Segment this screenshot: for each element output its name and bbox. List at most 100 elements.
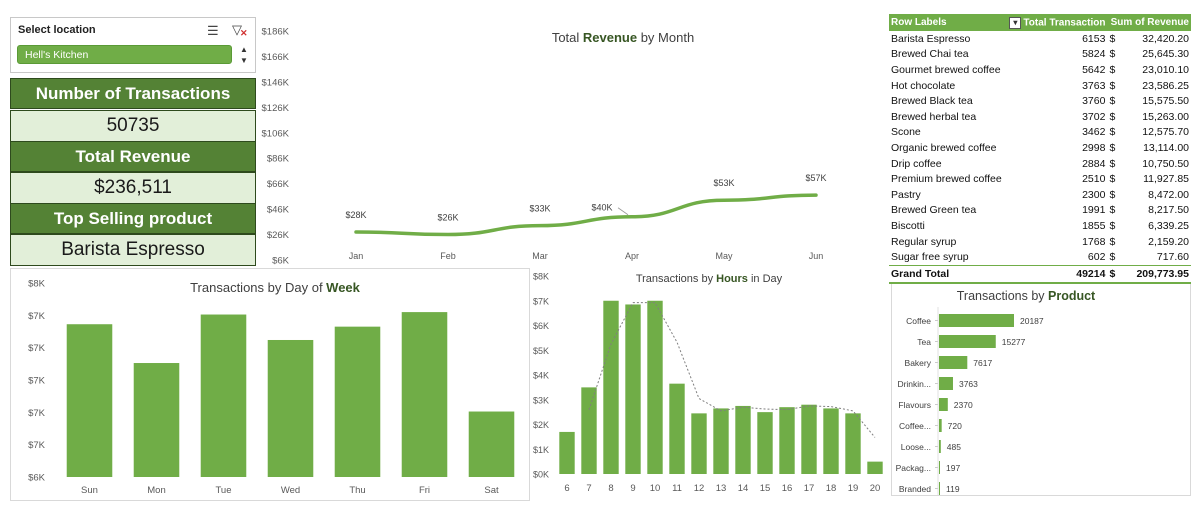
product-bar [939, 440, 941, 453]
x-tick-label: Mon [147, 485, 165, 496]
pivot-row[interactable]: Brewed Chai tea 5824 $25,645.30 [889, 47, 1191, 63]
y-tick-label: $6K [28, 473, 46, 484]
hour-bar [647, 300, 663, 474]
pivot-row-revenue: 8,217.50 [1148, 204, 1189, 217]
pivot-row-currency: $ [1109, 110, 1116, 123]
product-bar [939, 356, 968, 369]
pivot-row-transactions: 5824 [1082, 48, 1106, 61]
x-tick-label: Sun [81, 485, 98, 496]
pivot-row-transactions: 602 [1087, 251, 1106, 264]
x-tick-label: 20 [870, 483, 881, 494]
pivot-row-transactions: 3760 [1082, 95, 1106, 108]
pivot-row-currency: $ [1109, 126, 1116, 139]
x-tick-label: 13 [716, 483, 727, 494]
slicer-item-hells-kitchen[interactable]: Hell's Kitchen [17, 45, 232, 64]
x-tick-label: Jan [349, 251, 364, 261]
hour-bar [801, 404, 817, 474]
y-tick-label: $186K [262, 27, 290, 38]
pivot-row[interactable]: Biscotti 1855 $6,339.25 [889, 218, 1191, 234]
pivot-row[interactable]: Hot chocolate 3763 $23,586.25 [889, 78, 1191, 94]
filter-dropdown-icon[interactable]: ▾ [1009, 16, 1022, 29]
x-tick-label: Feb [440, 251, 456, 261]
pivot-row[interactable]: Pastry 2300 $8,472.00 [889, 187, 1191, 203]
pivot-row-revenue: 717.60 [1156, 251, 1189, 264]
data-label: 20187 [1020, 316, 1044, 326]
pivot-row-currency: $ [1109, 173, 1116, 186]
revenue-kpi-value: $236,511 [10, 172, 256, 204]
clear-filter-icon[interactable]: ▽ ✕ [232, 22, 248, 38]
pivot-row[interactable]: Drip coffee 2884 $10,750.50 [889, 156, 1191, 172]
pivot-row-label: Brewed Black tea [891, 95, 973, 108]
top-product-kpi-value: Barista Espresso [10, 234, 256, 266]
chart-title-part: Transactions by [957, 289, 1048, 303]
pivot-row-revenue: 2,159.20 [1148, 235, 1189, 248]
hour-bar [867, 461, 883, 474]
hours-chart-frame: Transactions by Hours in Day $0K $1K $2K $3K… [530, 265, 886, 501]
y-tick-label: $146K [262, 77, 290, 88]
pivot-row[interactable]: Gourmet brewed coffee 5642 $23,010.10 [889, 62, 1191, 78]
pivot-row-currency: $ [1109, 235, 1116, 248]
y-tick-label: $6K [272, 256, 290, 266]
scroll-up-icon[interactable]: ▲ [240, 45, 248, 54]
pivot-row-currency: $ [1109, 48, 1116, 61]
slicer-scrollbar[interactable]: ▲ ▼ [237, 44, 251, 68]
y-tick-label: $7K [28, 408, 46, 419]
pivot-row-transactions: 5642 [1082, 63, 1106, 76]
pivot-row-currency: $ [1109, 219, 1116, 232]
pivot-row-transactions: 3763 [1082, 79, 1106, 92]
pivot-row-label: Barista Espresso [891, 32, 971, 45]
y-tick-label: $86K [267, 154, 290, 165]
y-tick-label: $0K [533, 470, 549, 480]
pivot-row[interactable]: Premium brewed coffee 2510 $11,927.85 [889, 171, 1191, 187]
multi-select-icon[interactable]: ☰ [207, 23, 219, 38]
category-label: Branded [899, 484, 931, 494]
y-tick-label: $4K [533, 371, 549, 381]
weekday-bar [401, 312, 448, 477]
x-tick-label: May [715, 251, 733, 261]
category-label: Drinkin... [897, 379, 931, 389]
pivot-row-transactions: 2884 [1082, 157, 1106, 170]
pivot-row[interactable]: Brewed Green tea 1991 $8,217.50 [889, 203, 1191, 219]
product-bar [939, 398, 948, 411]
pivot-row[interactable]: Scone 3462 $12,575.70 [889, 125, 1191, 141]
pivot-row[interactable]: Organic brewed coffee 2998 $13,114.00 [889, 140, 1191, 156]
data-label: $33K [529, 204, 550, 214]
pivot-row[interactable]: Regular syrup 1768 $2,159.20 [889, 234, 1191, 250]
x-tick-label: 18 [826, 483, 837, 494]
y-tick-label: $7K [533, 296, 549, 306]
weekday-bar [200, 314, 247, 477]
data-label: 197 [946, 463, 960, 473]
chart-title-part: in Day [748, 273, 783, 285]
scroll-down-icon[interactable]: ▼ [240, 56, 248, 65]
data-label: 485 [947, 442, 961, 452]
pivot-row[interactable]: Barista Espresso 6153 $32,420.20 [889, 31, 1191, 47]
weekday-bar [468, 411, 515, 477]
pivot-row-transactions: 6153 [1082, 32, 1106, 45]
x-tick-label: Mar [532, 251, 548, 261]
hour-bar [559, 431, 575, 474]
x-tick-label: Sat [484, 485, 499, 496]
hour-bar [779, 407, 795, 474]
pivot-row[interactable]: Brewed Black tea 3760 $15,575.50 [889, 93, 1191, 109]
data-label: 119 [946, 484, 960, 494]
revenue-point [538, 224, 542, 228]
pivot-row-revenue: 6,339.25 [1148, 219, 1189, 232]
pivot-row-label: Regular syrup [891, 235, 957, 248]
pivot-row-label: Brewed Chai tea [891, 48, 969, 61]
top-product-kpi-label: Top Selling product [10, 203, 256, 234]
product-bar [939, 314, 1014, 327]
y-tick-label: $26K [267, 230, 290, 241]
x-tick-label: Tue [215, 485, 231, 496]
category-label: Bakery [905, 358, 932, 368]
weekday-chart-frame: Transactions by Day of Week $6K $7K $7K $7K $… [10, 268, 530, 501]
data-label: 3763 [959, 379, 978, 389]
pivot-row[interactable]: Sugar free syrup 602 $717.60 [889, 249, 1191, 265]
pivot-row[interactable]: Brewed herbal tea 3702 $15,263.00 [889, 109, 1191, 125]
y-tick-label: $5K [533, 346, 549, 356]
hour-bar [581, 387, 597, 474]
category-label: Tea [917, 337, 931, 347]
pivot-row-currency: $ [1109, 79, 1116, 92]
pivot-row-transactions: 3702 [1082, 110, 1106, 123]
pivot-row-revenue: 23,586.25 [1142, 79, 1189, 92]
pivot-row-currency: $ [1109, 95, 1116, 108]
